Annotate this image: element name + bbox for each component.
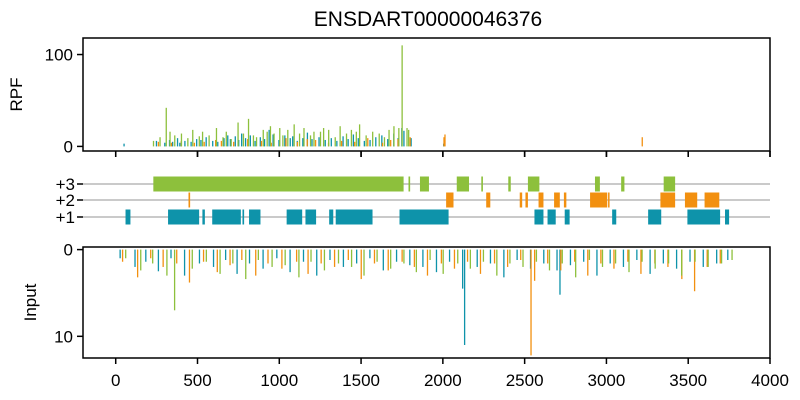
input-ytick-label: 0 xyxy=(64,241,73,260)
orf-block xyxy=(249,209,261,225)
orf-block xyxy=(242,209,245,225)
orf-block xyxy=(525,192,528,208)
orf-block xyxy=(419,176,429,192)
input-xtick-label: 2000 xyxy=(424,371,462,390)
orf-block xyxy=(286,209,303,225)
orf-block xyxy=(687,209,721,225)
input-xtick-label: 1500 xyxy=(342,371,380,390)
input-ylabel: Input xyxy=(21,283,40,321)
orf-block xyxy=(594,176,600,192)
orf-block xyxy=(538,192,544,208)
orf-frame-label: +2 xyxy=(56,191,75,210)
orf-block xyxy=(534,209,544,225)
orf-block xyxy=(508,176,511,192)
input-xtick-label: 500 xyxy=(183,371,211,390)
rpf-ytick-label: 0 xyxy=(64,137,73,156)
input-ytick-label: 10 xyxy=(54,327,73,346)
orf-block xyxy=(212,209,241,225)
input-xtick-label: 2500 xyxy=(506,371,544,390)
orf-block xyxy=(446,192,454,208)
orf-block xyxy=(608,192,610,208)
orf-block xyxy=(663,176,676,192)
orf-block xyxy=(725,209,730,225)
orf-block xyxy=(519,192,523,208)
rpf-ylabel: RPF xyxy=(7,78,26,112)
orf-block xyxy=(612,209,617,225)
orf-block xyxy=(527,176,540,192)
input-xtick-label: 3000 xyxy=(588,371,626,390)
chart-title: ENSDART00000046376 xyxy=(314,8,542,31)
orf-block xyxy=(660,192,676,208)
orf-block xyxy=(335,209,373,225)
orf-block xyxy=(408,176,411,192)
rpf-ytick-label: 100 xyxy=(45,46,73,65)
orf-block xyxy=(153,176,404,192)
input-frame xyxy=(82,246,771,359)
orf-block xyxy=(456,176,470,192)
rpf-frame xyxy=(82,37,771,152)
orf-block xyxy=(399,209,449,225)
input-xtick-label: 4000 xyxy=(751,371,789,390)
orf-block xyxy=(486,192,491,208)
input-xtick-label: 1000 xyxy=(260,371,298,390)
orf-block xyxy=(547,209,556,225)
orf-panel: +3+2+1 xyxy=(56,151,771,227)
rpf-panel: 0 100 RPF xyxy=(7,37,771,157)
orf-block xyxy=(329,209,334,225)
orf-block xyxy=(564,209,570,225)
orf-block xyxy=(168,209,200,225)
input-xtick-label: 0 xyxy=(111,371,120,390)
orf-block xyxy=(684,192,698,208)
orf-frame-label: +3 xyxy=(56,175,75,194)
orf-block xyxy=(648,209,662,225)
input-xtick-label: 3500 xyxy=(669,371,707,390)
orf-block xyxy=(554,192,560,208)
orf-frame-label: +1 xyxy=(56,208,75,227)
input-panel: 0 10 Input 0 500 1000 1500 2000 2500 3000 3500 4000 xyxy=(21,241,789,390)
orf-block xyxy=(125,209,131,225)
orf-block xyxy=(481,176,483,192)
orf-block xyxy=(704,192,720,208)
orf-block xyxy=(563,192,567,208)
orf-block xyxy=(305,209,317,225)
orf-block xyxy=(202,209,205,225)
orf-block xyxy=(590,192,608,208)
orf-block xyxy=(621,176,625,192)
orf-block xyxy=(188,192,191,208)
